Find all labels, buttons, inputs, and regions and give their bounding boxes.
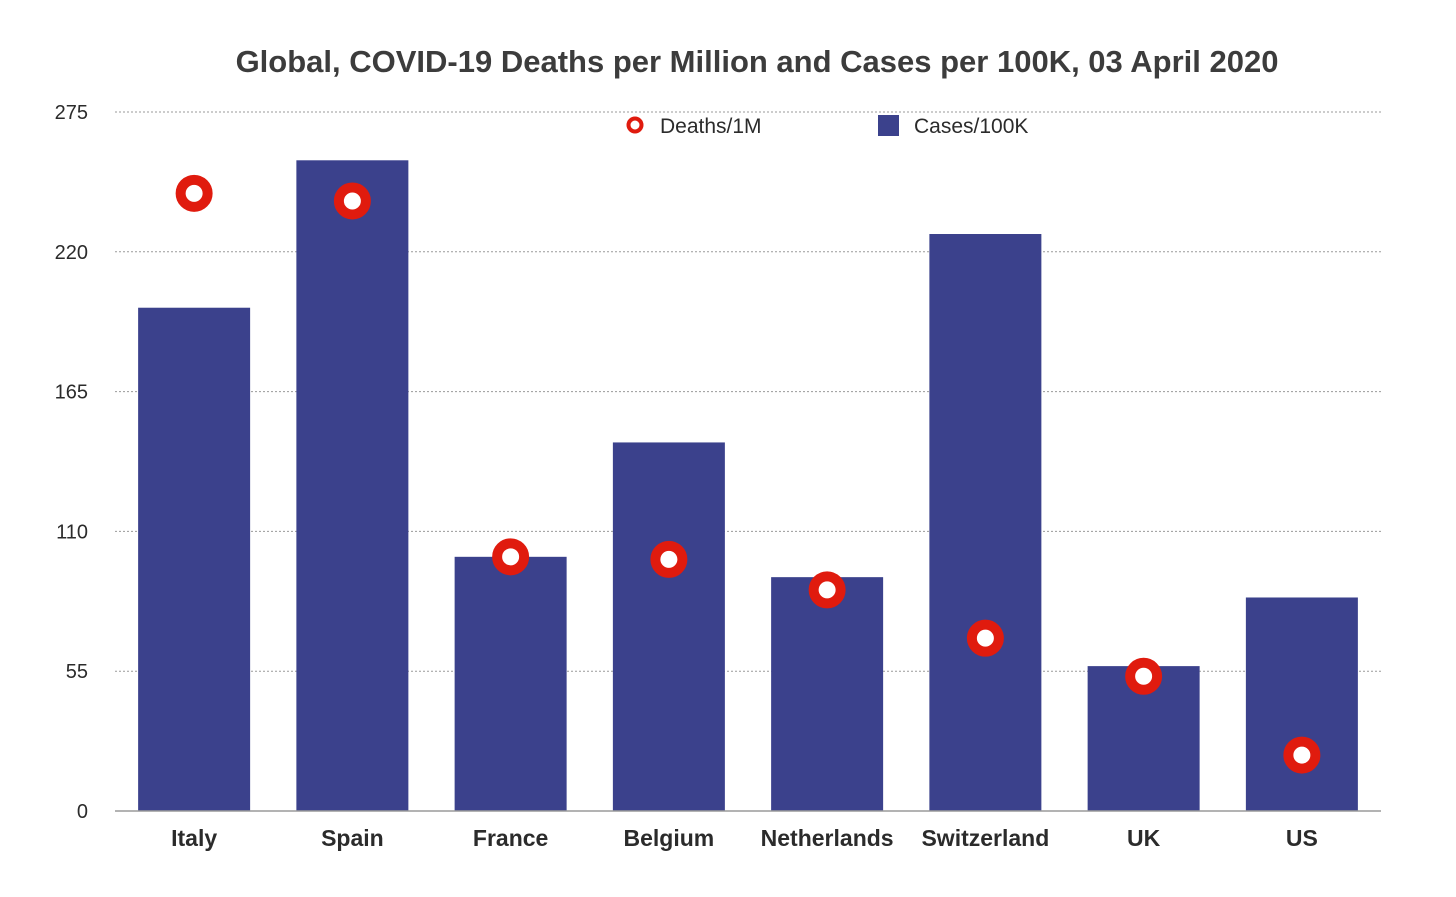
y-tick-label: 0 — [77, 801, 88, 823]
bar — [612, 442, 725, 811]
bar — [929, 234, 1042, 812]
y-tick-label: 165 — [55, 382, 88, 404]
data-point — [966, 619, 1004, 657]
bar — [771, 577, 884, 811]
chart-title: Global, COVID-19 Deaths per Million and … — [235, 44, 1279, 79]
legend-label: Deaths/1M — [660, 115, 762, 138]
x-tick-label: Italy — [171, 825, 217, 851]
bar — [296, 160, 409, 811]
x-tick-label: Spain — [321, 825, 384, 851]
x-tick-label: Switzerland — [921, 825, 1049, 851]
x-tick-label: Netherlands — [761, 825, 894, 851]
y-tick-label: 275 — [55, 102, 88, 124]
bar — [1245, 597, 1358, 811]
y-tick-label: 55 — [66, 661, 88, 683]
y-tick-label: 220 — [55, 242, 88, 264]
data-point — [333, 182, 371, 220]
data-point — [492, 538, 530, 576]
data-point — [1283, 736, 1321, 774]
x-tick-label: Belgium — [624, 825, 715, 851]
y-tick-label: 110 — [56, 521, 88, 543]
data-point — [1125, 657, 1163, 695]
x-tick-label: US — [1286, 825, 1318, 851]
legend-swatch-cases — [878, 115, 899, 136]
x-tick-label: UK — [1127, 825, 1161, 851]
x-tick-label: France — [473, 825, 548, 851]
data-point — [175, 174, 213, 212]
data-point — [808, 571, 846, 609]
bar — [454, 556, 567, 811]
bar — [138, 307, 251, 811]
legend-label: Cases/100K — [914, 115, 1028, 138]
data-point — [650, 540, 688, 578]
legend-marker-deaths — [626, 116, 644, 134]
